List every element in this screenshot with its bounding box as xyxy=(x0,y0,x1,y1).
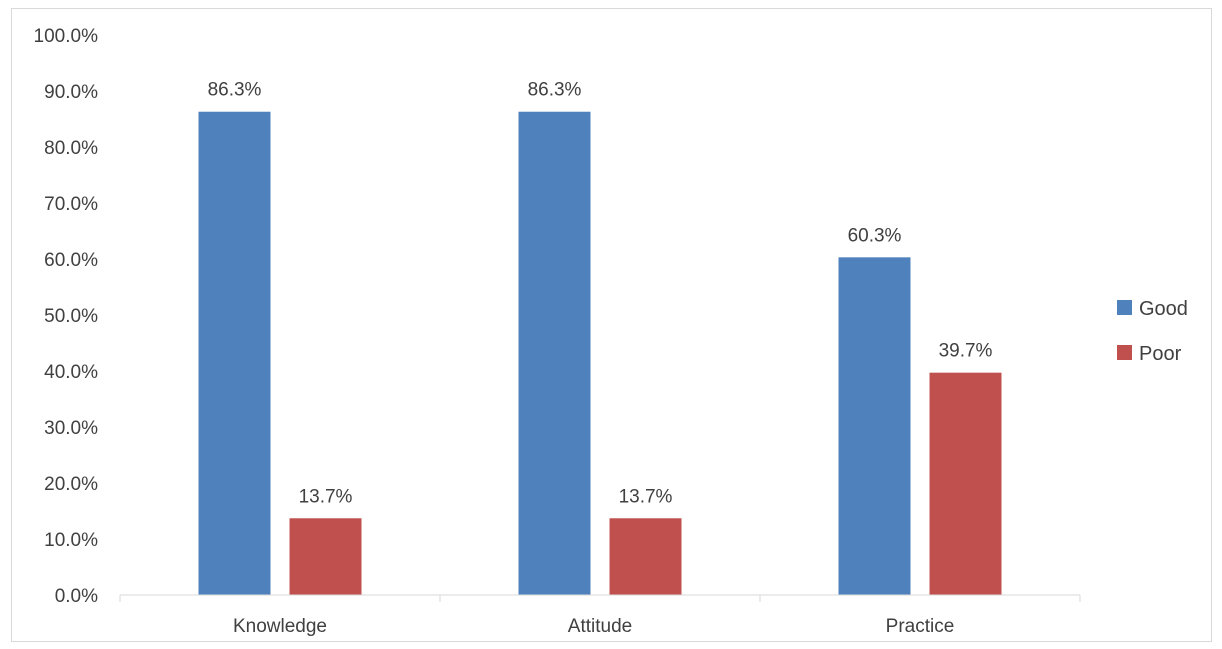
y-tick-label: 70.0% xyxy=(44,194,98,215)
y-tick-label: 20.0% xyxy=(44,474,98,495)
y-axis-ticks: 0.0% 10.0% 20.0% 30.0% 40.0% 50.0% 60.0% 70.0% 8… xyxy=(34,26,99,607)
x-category-label: Attitude xyxy=(568,616,632,637)
y-tick-label: 10.0% xyxy=(44,530,98,551)
data-label: 60.3% xyxy=(848,225,902,246)
data-label: 86.3% xyxy=(208,80,262,101)
bars xyxy=(198,111,1002,595)
bar-good xyxy=(838,257,911,595)
bar-poor xyxy=(929,372,1002,595)
bar-poor xyxy=(289,518,362,595)
y-tick-label: 30.0% xyxy=(44,418,98,439)
x-axis: Knowledge Attitude Practice xyxy=(119,594,1081,637)
x-category-label: Practice xyxy=(886,616,955,637)
data-label: 13.7% xyxy=(299,486,353,507)
bar-good xyxy=(518,111,591,595)
bar-good xyxy=(198,111,271,595)
legend-label-poor: Poor xyxy=(1139,343,1182,365)
y-tick-label: 40.0% xyxy=(44,362,98,383)
x-category-label: Knowledge xyxy=(233,616,327,637)
y-tick-label: 50.0% xyxy=(44,306,98,327)
y-tick-label: 80.0% xyxy=(44,138,98,159)
legend-swatch-good xyxy=(1117,300,1132,315)
data-label: 13.7% xyxy=(619,486,673,507)
y-tick-label: 0.0% xyxy=(55,586,98,607)
data-labels: 86.3% 13.7% 86.3% 13.7% 60.3% 39.7% xyxy=(208,80,993,508)
data-label: 86.3% xyxy=(528,80,582,101)
y-tick-label: 60.0% xyxy=(44,250,98,271)
data-label: 39.7% xyxy=(939,341,993,362)
y-tick-label: 100.0% xyxy=(34,26,99,47)
legend: Good Poor xyxy=(1117,298,1188,365)
legend-label-good: Good xyxy=(1139,298,1188,320)
bar-poor xyxy=(609,518,682,595)
y-tick-label: 90.0% xyxy=(44,82,98,103)
legend-swatch-poor xyxy=(1117,345,1132,360)
